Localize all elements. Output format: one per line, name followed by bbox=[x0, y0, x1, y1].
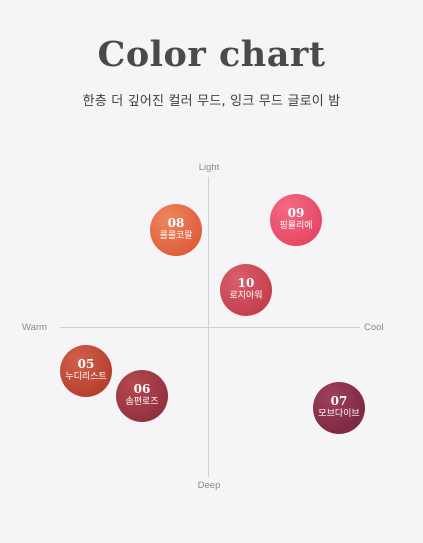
shade-name: 누디리스트 bbox=[65, 372, 107, 382]
shade-name: 솜편로즈 bbox=[125, 397, 159, 407]
shade-name: 모브다이브 bbox=[318, 409, 360, 419]
axis-label-deep: Deep bbox=[197, 480, 221, 491]
axis-label-warm: Warm bbox=[22, 322, 47, 333]
shade-dot-09[interactable]: 09 핑뮬리에 bbox=[270, 194, 322, 246]
shade-name: 로지아워 bbox=[229, 291, 263, 301]
shade-dot-05[interactable]: 05 누디리스트 bbox=[60, 345, 112, 397]
shade-number: 10 bbox=[237, 276, 255, 290]
shade-dot-08[interactable]: 08 콜콜코랄 bbox=[150, 204, 202, 256]
shade-number: 05 bbox=[77, 357, 95, 371]
horizontal-axis-line bbox=[60, 327, 360, 328]
shade-dot-06[interactable]: 06 솜편로즈 bbox=[116, 370, 168, 422]
shade-name: 핑뮬리에 bbox=[279, 221, 313, 231]
shade-number: 08 bbox=[167, 216, 185, 230]
shade-dot-07[interactable]: 07 모브다이브 bbox=[313, 382, 365, 434]
shade-number: 06 bbox=[133, 382, 151, 396]
shade-number: 09 bbox=[287, 206, 305, 220]
axis-label-light: Light bbox=[198, 162, 220, 173]
shade-number: 07 bbox=[330, 394, 348, 408]
page-subtitle: 한층 더 깊어진 컬러 무드, 잉크 무드 글로이 밤 bbox=[82, 94, 341, 109]
shade-name: 콜콜코랄 bbox=[159, 231, 193, 241]
shade-dot-10[interactable]: 10 로지아워 bbox=[220, 264, 272, 316]
axis-label-cool: Cool bbox=[364, 322, 384, 333]
page-title: Color chart bbox=[97, 34, 326, 75]
